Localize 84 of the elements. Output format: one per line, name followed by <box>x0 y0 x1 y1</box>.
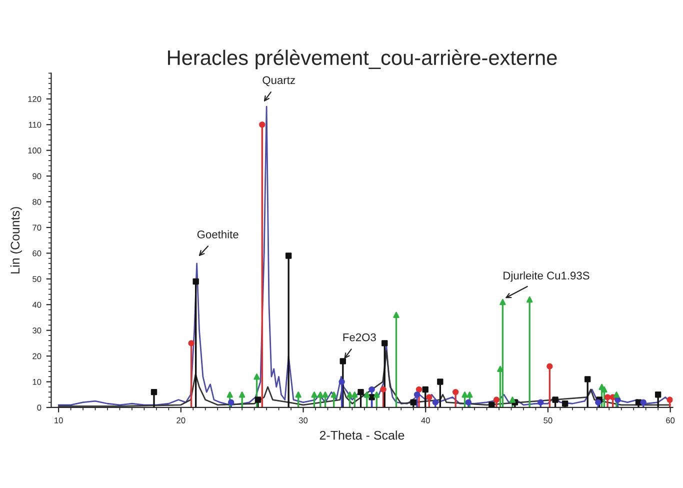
x-tick-label: 30 <box>298 417 308 424</box>
point <box>330 392 337 398</box>
point <box>295 392 302 398</box>
x-tick-label: 60 <box>666 417 675 424</box>
point <box>352 392 358 398</box>
y-tick-label: 20 <box>32 353 42 360</box>
y-tick-label: 120 <box>28 96 42 102</box>
point <box>422 386 428 393</box>
chart-title: Heracles prélèvement_cou-arrière-externe <box>168 50 557 70</box>
annotation: Djurleite Cu1.93S <box>504 271 590 282</box>
point <box>466 392 473 398</box>
point <box>374 392 380 398</box>
point <box>562 400 568 407</box>
point <box>526 296 533 303</box>
point <box>416 386 422 393</box>
point <box>228 399 234 406</box>
point <box>584 376 591 382</box>
y-tick-label: 60 <box>32 250 42 256</box>
point <box>426 394 432 400</box>
point <box>254 374 260 380</box>
point <box>254 396 262 403</box>
y-tick-label: 10 <box>32 378 42 385</box>
y-tick-label: 30 <box>32 328 42 334</box>
point <box>364 392 370 398</box>
point <box>509 396 516 403</box>
y-axis-title: Lin (Counts) <box>10 207 22 274</box>
y-tick-label: 110 <box>28 122 42 128</box>
point <box>338 378 345 385</box>
y-tick-label: 0 <box>37 404 42 411</box>
x-tick-label: 10 <box>54 417 63 424</box>
point <box>465 399 472 406</box>
point <box>493 396 500 403</box>
x-tick-label: 40 <box>421 417 430 424</box>
x-axis-title: 2-Theta - Scale <box>320 430 404 440</box>
point <box>226 392 233 398</box>
y-tick-label: 80 <box>32 198 42 205</box>
point <box>595 399 602 406</box>
point <box>285 252 292 259</box>
point <box>654 392 662 398</box>
point <box>452 388 459 396</box>
point <box>552 396 558 403</box>
point <box>382 340 388 346</box>
line-series <box>58 106 672 406</box>
annotation: Fe2O3 <box>343 333 376 342</box>
point <box>368 394 375 400</box>
point <box>546 363 553 370</box>
line-series <box>58 350 672 407</box>
point <box>358 388 364 396</box>
point <box>340 358 346 364</box>
x-tick-label: 50 <box>544 417 552 424</box>
point <box>188 340 194 346</box>
point <box>604 394 611 400</box>
point <box>368 386 375 393</box>
point <box>311 392 318 398</box>
y-tick-label: 40 <box>32 302 42 308</box>
y-tick-label: 50 <box>32 276 42 282</box>
point <box>488 402 495 408</box>
point <box>150 388 158 396</box>
point <box>259 122 266 128</box>
point <box>410 399 416 406</box>
point <box>432 399 438 406</box>
point <box>322 392 328 398</box>
y-tick-label: 70 <box>32 224 42 231</box>
annotation: Quartz <box>262 76 295 86</box>
point <box>613 392 620 398</box>
point <box>192 278 199 285</box>
point <box>462 392 468 398</box>
point <box>666 396 673 403</box>
point <box>380 386 386 393</box>
point <box>317 392 324 398</box>
point <box>414 392 420 398</box>
point <box>538 399 544 406</box>
point <box>614 396 621 403</box>
y-tick-label: 100 <box>28 148 42 154</box>
point <box>393 312 400 318</box>
point <box>437 378 444 385</box>
point <box>640 399 646 406</box>
point <box>500 298 506 306</box>
x-tick-label: 20 <box>176 417 186 424</box>
point <box>238 392 246 398</box>
y-tick-label: 90 <box>32 173 42 180</box>
point <box>346 392 353 398</box>
point <box>635 399 642 406</box>
annotation: Goethite <box>197 230 238 238</box>
